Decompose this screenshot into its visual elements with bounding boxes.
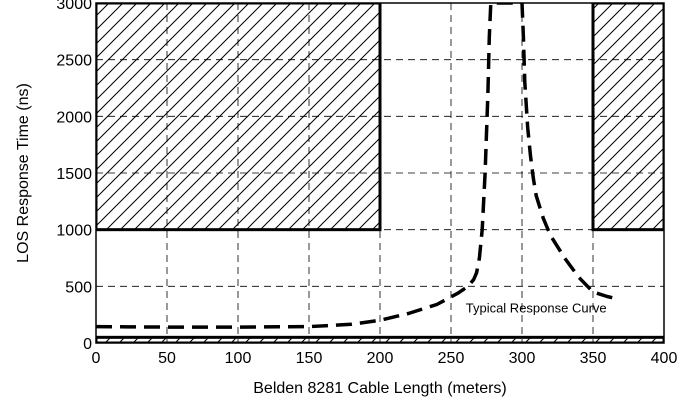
x-tick-label: 200: [367, 350, 394, 367]
y-tick-label: 0: [83, 336, 92, 353]
series-line-0: [96, 3, 615, 329]
y-tick-label: 3000: [56, 0, 92, 13]
y-tick-label: 2500: [56, 53, 92, 70]
annotations: Typical Response Curve: [466, 300, 607, 315]
plot-frame: [95, 2, 665, 344]
x-tick-label: 400: [651, 350, 678, 367]
x-tick-label: 50: [158, 350, 176, 367]
series-layer: [96, 3, 615, 329]
y-tick-label: 1000: [56, 223, 92, 240]
x-axis-title: Belden 8281 Cable Length (meters): [253, 380, 507, 397]
y-axis-title: LOS Response Time (ns): [15, 83, 32, 263]
hatched-region-border-2: [96, 335, 664, 343]
annotation-label: Typical Response Curve: [466, 300, 607, 315]
y-tick-label: 1500: [56, 166, 92, 183]
y-tick-label: 500: [65, 279, 92, 296]
x-tick-label: 0: [92, 350, 101, 367]
x-tick-label: 250: [438, 350, 465, 367]
x-tick-label: 100: [225, 350, 252, 367]
grid-lines: [96, 3, 664, 343]
x-tick-label: 350: [580, 350, 607, 367]
x-tick-label: 300: [509, 350, 536, 367]
y-tick-label: 2000: [56, 109, 92, 126]
x-tick-label: 150: [296, 350, 323, 367]
tick-labels: 0 50 100 150 200 250 300 350 400 0 500 1000 1500 2000…: [56, 0, 677, 367]
